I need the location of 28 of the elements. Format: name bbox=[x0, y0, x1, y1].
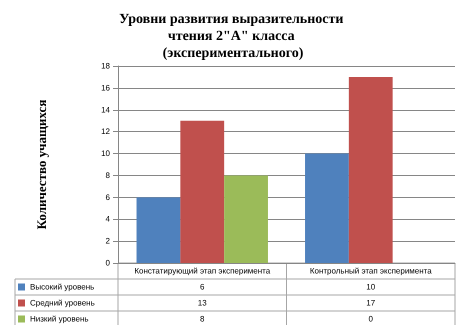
x-tick-label: Контрольный этап эксперимента bbox=[310, 266, 432, 276]
data-label: 6 bbox=[200, 282, 206, 292]
data-label: 0 bbox=[368, 314, 374, 324]
bar bbox=[348, 76, 393, 263]
legend-label: Средний уровень bbox=[30, 298, 95, 308]
legend-label: Высокий уровень bbox=[30, 282, 94, 292]
bar bbox=[305, 154, 349, 263]
bar bbox=[136, 197, 180, 263]
y-tick-label: 12 bbox=[101, 127, 111, 136]
legend-label: Низкий уровень bbox=[30, 314, 89, 324]
y-tick-label: 18 bbox=[101, 62, 111, 70]
data-label: 13 bbox=[198, 298, 208, 308]
bar bbox=[224, 175, 268, 263]
data-label: 10 bbox=[366, 282, 376, 292]
y-tick-label: 4 bbox=[106, 214, 111, 224]
y-tick-label: 8 bbox=[106, 170, 111, 180]
y-tick-label: 0 bbox=[106, 258, 111, 268]
data-label: 8 bbox=[200, 314, 206, 324]
y-tick-label: 6 bbox=[106, 192, 111, 202]
y-tick-label: 16 bbox=[101, 83, 111, 92]
y-axis-title: Количество учащихся bbox=[34, 100, 49, 230]
y-tick-label: 2 bbox=[106, 236, 111, 246]
bar bbox=[180, 120, 224, 263]
x-tick-label: Констатирующий этап эксперимента bbox=[134, 266, 271, 276]
data-label: 17 bbox=[366, 298, 376, 308]
y-tick-label: 14 bbox=[101, 105, 111, 114]
y-tick-label: 10 bbox=[101, 149, 111, 158]
chart-title: Уровни развития выразительности чтения 2"А" класса (экспериментального) bbox=[119, 12, 347, 61]
